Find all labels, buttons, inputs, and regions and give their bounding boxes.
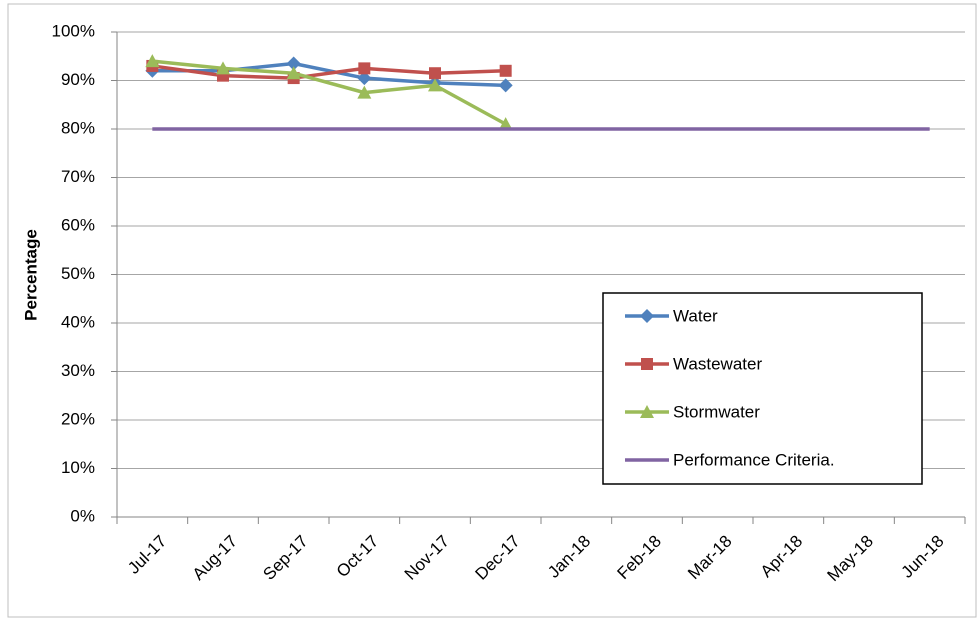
legend-box <box>602 292 923 485</box>
legend-label: Performance Criteria. <box>673 450 835 469</box>
series-line <box>152 59 507 126</box>
marker <box>499 64 512 77</box>
marker <box>429 67 441 80</box>
y-tick-label: 20% <box>61 409 95 428</box>
marker <box>357 71 372 86</box>
marker <box>216 61 230 75</box>
marker <box>498 78 513 93</box>
y-tick-label: 60% <box>61 215 95 234</box>
marker <box>640 405 654 418</box>
series-line <box>152 64 506 80</box>
y-tick-label: 100% <box>52 21 95 40</box>
y-tick-label: 70% <box>61 167 95 186</box>
marker <box>640 309 654 323</box>
y-tick-label: 50% <box>61 264 95 283</box>
marker <box>286 56 301 71</box>
marker <box>357 85 372 99</box>
marker <box>145 54 160 68</box>
y-tick-label: 0% <box>70 506 95 525</box>
y-tick-label: 80% <box>61 118 95 137</box>
y-axis-label: Percentage <box>21 229 40 321</box>
legend-label: Stormwater <box>673 402 760 421</box>
marker <box>641 358 653 370</box>
marker <box>358 62 371 75</box>
marker <box>428 78 442 92</box>
y-tick-label: 30% <box>61 361 95 380</box>
y-tick-label: 40% <box>61 312 95 331</box>
series-line <box>152 61 506 88</box>
legend-label: Wastewater <box>673 354 762 373</box>
y-tick-label: 10% <box>61 458 95 477</box>
y-tick-label: 90% <box>61 70 95 89</box>
marker <box>286 66 301 80</box>
marker <box>498 117 513 131</box>
legend-label: Water <box>673 306 718 325</box>
